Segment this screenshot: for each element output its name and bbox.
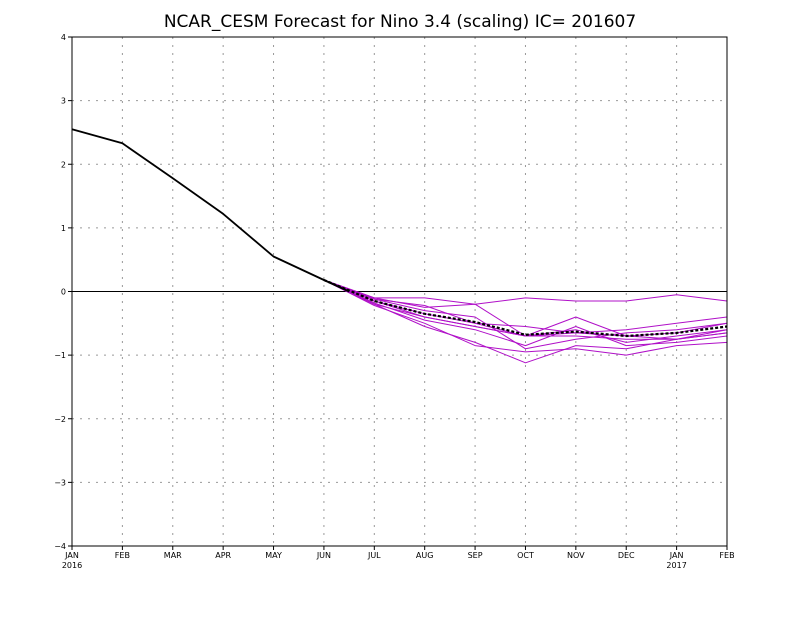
x-tick-label: FEB <box>719 551 734 560</box>
x-tick-label: JUL <box>367 551 381 560</box>
y-tick-label: −4 <box>54 542 66 551</box>
observed-line <box>71 128 350 293</box>
x-tick-label: MAY <box>265 551 282 560</box>
grid-lines <box>72 37 727 546</box>
ensemble-member-line <box>323 279 728 350</box>
x-tick-label: FEB <box>115 551 130 560</box>
x-tick-label: JAN <box>669 551 684 560</box>
ensemble-mean-line <box>323 278 728 338</box>
ensemble-member-line <box>323 279 728 305</box>
x-tick-label: MAR <box>164 551 182 560</box>
y-tick-label: −3 <box>54 478 66 487</box>
y-tick-label: 0 <box>61 288 66 297</box>
x-tick-label: OCT <box>517 551 534 560</box>
x-tick-label: DEC <box>618 551 635 560</box>
x-tick-label: AUG <box>416 551 434 560</box>
ensemble-member-line <box>323 279 728 356</box>
y-tick-label: −2 <box>54 415 66 424</box>
chart-title: NCAR_CESM Forecast for Nino 3.4 (scaling… <box>164 12 636 32</box>
x-year-label: 2016 <box>62 561 82 570</box>
x-tick-label: APR <box>215 551 231 560</box>
x-tick-label: NOV <box>567 551 585 560</box>
y-tick-label: −1 <box>54 351 66 360</box>
series-lines <box>71 128 728 364</box>
x-tick-label: JAN <box>64 551 79 560</box>
y-tick-label: 4 <box>61 33 66 42</box>
y-tick-label: 2 <box>61 160 66 169</box>
y-tick-label: 3 <box>61 97 66 106</box>
x-year-label: 2017 <box>666 561 686 570</box>
ensemble-member-line <box>323 279 728 340</box>
y-tick-label: 1 <box>61 224 66 233</box>
ensemble-member-line <box>323 279 728 337</box>
x-tick-label: JUN <box>316 551 331 560</box>
x-tick-label: SEP <box>468 551 483 560</box>
